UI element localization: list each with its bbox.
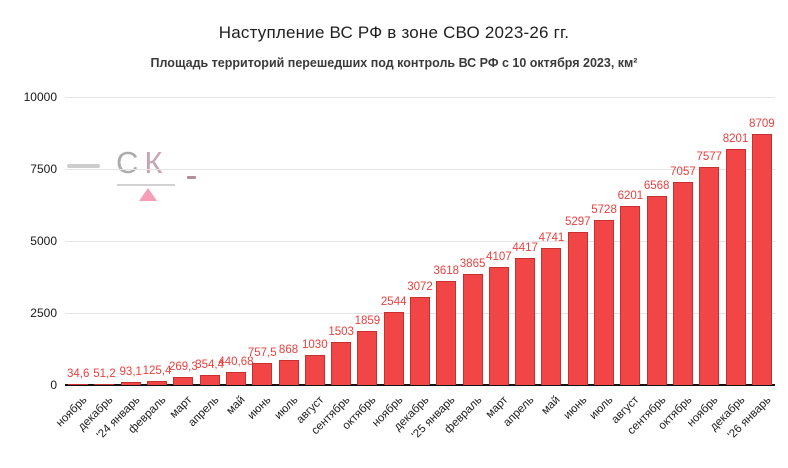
bar-value-label: 269,3 <box>168 361 198 374</box>
bar-value-label: 4417 <box>512 241 538 254</box>
bar <box>278 360 299 385</box>
bar <box>541 248 562 385</box>
bar <box>699 166 720 385</box>
gridline <box>65 241 775 242</box>
bar-value-label: 4741 <box>538 232 565 245</box>
y-axis-tick-label: 0 <box>50 378 57 392</box>
bar-value-label: 7057 <box>670 165 696 178</box>
bar <box>357 331 378 385</box>
bar-value-label: 8201 <box>722 132 749 145</box>
bar <box>515 257 536 385</box>
bar-value-label: 3618 <box>433 264 460 277</box>
gridline <box>65 97 775 98</box>
bar <box>462 273 483 385</box>
bar-value-label: 1503 <box>328 325 354 338</box>
y-axis-tick-label: 2500 <box>30 306 57 320</box>
plot-area: 34,6 51,2 93,1 125,4 269,3 354,4 440,68 757,5 86… <box>65 97 775 386</box>
y-axis-tick-label: 10000 <box>23 90 57 104</box>
bar <box>331 341 352 385</box>
bar-value-label: 757,5 <box>247 347 277 360</box>
bar <box>488 266 509 385</box>
bar-value-label: 5728 <box>591 204 617 217</box>
y-axis-tick-label: 5000 <box>30 234 57 248</box>
y-axis-tick-label: 7500 <box>30 162 57 176</box>
bar-value-label: 3072 <box>407 280 433 293</box>
bar-value-label: 1859 <box>354 315 381 328</box>
bar-value-label: 1030 <box>302 339 328 352</box>
bar <box>383 311 404 385</box>
bar-value-label: 93,1 <box>119 366 142 379</box>
bar-value-label: 125,4 <box>142 365 172 378</box>
bar <box>147 381 168 385</box>
bar <box>620 206 641 385</box>
bar-value-label: 440,68 <box>218 356 254 369</box>
bar <box>646 195 667 385</box>
bar <box>225 372 246 385</box>
bar <box>252 363 273 385</box>
bar-value-label: 3865 <box>459 257 486 270</box>
bar-value-label: 5297 <box>564 216 591 229</box>
bar <box>199 374 220 385</box>
bar <box>173 377 194 385</box>
x-axis-line <box>65 384 775 386</box>
chart-title: Наступление ВС РФ в зоне СВО 2023-26 гг. <box>218 23 570 42</box>
bar <box>410 296 430 385</box>
bar <box>68 383 89 385</box>
bar <box>436 280 457 385</box>
bar-value-label: 6201 <box>617 190 644 203</box>
bar-value-label: 2544 <box>380 295 407 308</box>
bar <box>94 383 115 385</box>
bar <box>725 148 746 385</box>
bar-value-label: 7577 <box>696 150 723 163</box>
bar-value-label: 4107 <box>486 250 512 263</box>
chart-subtitle: Площадь территорий перешедших под контро… <box>150 56 638 70</box>
bar <box>304 355 325 385</box>
bar-value-label: 6568 <box>643 179 670 192</box>
bar <box>120 382 141 385</box>
bar-value-label: 51,2 <box>93 367 116 380</box>
bar <box>751 134 772 385</box>
bar-value-label: 868 <box>278 344 299 357</box>
bar-value-label: 8709 <box>749 118 775 131</box>
gridline <box>65 169 775 170</box>
bar <box>672 181 693 385</box>
bar-value-label: 354,4 <box>195 358 225 371</box>
bar <box>567 232 588 385</box>
bar <box>594 220 615 385</box>
bar-value-label: 34,6 <box>66 367 90 380</box>
